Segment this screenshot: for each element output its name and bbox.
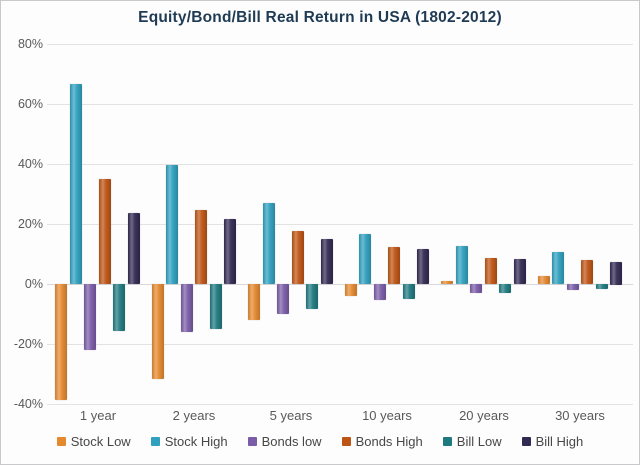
bar-bonds-high-30-years <box>581 260 594 284</box>
bar-stock-high-10-years <box>359 234 372 284</box>
bar-bill-high-1-year <box>127 213 140 284</box>
legend-swatch-icon <box>150 437 160 446</box>
bar-bonds-high-20-years <box>484 258 497 284</box>
x-tick-label: 20 years <box>459 408 509 423</box>
legend-swatch-icon <box>341 437 351 446</box>
bar-bill-high-20-years <box>513 259 526 284</box>
y-tick-label: 0% <box>24 277 43 291</box>
gridline <box>47 104 633 105</box>
y-tick-label: 40% <box>17 157 43 171</box>
bar-bill-low-5-years <box>306 284 319 309</box>
legend-label: Bonds low <box>261 434 322 449</box>
bar-bonds-high-10-years <box>388 247 401 284</box>
gridline <box>47 44 633 45</box>
legend-item-bonds-low: Bonds low <box>247 434 322 449</box>
x-tick-label: 1 year <box>79 408 117 423</box>
bar-bill-high-5-years <box>320 239 333 284</box>
bar-bonds-low-2-years <box>180 284 193 332</box>
x-tick-label: 30 years <box>555 408 605 423</box>
bar-stock-low-2-years <box>151 284 164 379</box>
bar-bill-high-30-years <box>610 262 623 285</box>
legend-item-bill-low: Bill Low <box>442 434 502 449</box>
bar-stock-high-20-years <box>455 246 468 284</box>
chart-title: Equity/Bond/Bill Real Return in USA (180… <box>138 9 502 26</box>
bar-stock-high-30-years <box>552 252 565 284</box>
bar-stock-high-2-years <box>166 165 179 284</box>
bar-bonds-high-1-year <box>98 179 111 284</box>
gridline <box>47 404 633 405</box>
bar-stock-low-30-years <box>537 276 550 284</box>
bar-bonds-low-5-years <box>277 284 290 314</box>
bar-bonds-low-10-years <box>373 284 386 300</box>
bar-bill-high-10-years <box>417 249 430 284</box>
bar-bill-low-1-year <box>113 284 126 331</box>
x-tick-label: 2 years <box>172 408 216 423</box>
y-tick-label: 80% <box>17 37 43 51</box>
gridline <box>47 164 633 165</box>
legend: Stock Low Stock High Bonds low Bonds High Bi… <box>1 434 639 449</box>
bar-bonds-high-5-years <box>291 231 304 284</box>
legend-item-stock-high: Stock High <box>150 434 228 449</box>
bar-bill-low-10-years <box>402 284 415 299</box>
bar-bonds-low-20-years <box>470 284 483 293</box>
bar-stock-high-5-years <box>262 203 275 284</box>
bar-stock-low-1-year <box>55 284 68 400</box>
bar-bonds-low-1-year <box>84 284 97 350</box>
y-tick-label: -40% <box>13 397 43 411</box>
bar-stock-low-5-years <box>248 284 261 320</box>
legend-item-stock-low: Stock Low <box>56 434 131 449</box>
legend-item-bill-high: Bill High <box>521 434 584 449</box>
gridline <box>47 224 633 225</box>
bar-bill-high-2-years <box>224 219 237 284</box>
legend-item-bonds-high: Bonds High <box>341 434 423 449</box>
legend-swatch-icon <box>442 437 452 446</box>
legend-swatch-icon <box>56 437 66 446</box>
legend-swatch-icon <box>521 437 531 446</box>
x-tick-label: 10 years <box>362 408 412 423</box>
y-tick-label: 20% <box>17 217 43 231</box>
bar-bonds-high-2-years <box>195 210 208 284</box>
x-tick-label: 5 years <box>269 408 313 423</box>
y-tick-label: 60% <box>17 97 43 111</box>
bar-stock-low-20-years <box>441 281 454 284</box>
gridline <box>47 344 633 345</box>
legend-swatch-icon <box>247 437 257 446</box>
legend-label: Bonds High <box>355 434 423 449</box>
legend-label: Stock Low <box>70 434 131 449</box>
legend-label: Bill Low <box>456 434 502 449</box>
bar-bill-low-30-years <box>595 284 608 289</box>
zero-gridline <box>47 284 633 285</box>
y-tick-label: -20% <box>13 337 43 351</box>
legend-label: Stock High <box>164 434 228 449</box>
bar-stock-high-1-year <box>69 84 82 284</box>
bar-stock-low-10-years <box>344 284 357 296</box>
bar-bonds-low-30-years <box>566 284 579 290</box>
legend-label: Bill High <box>535 434 584 449</box>
bar-bill-low-20-years <box>499 284 512 293</box>
bar-bill-low-2-years <box>209 284 222 329</box>
